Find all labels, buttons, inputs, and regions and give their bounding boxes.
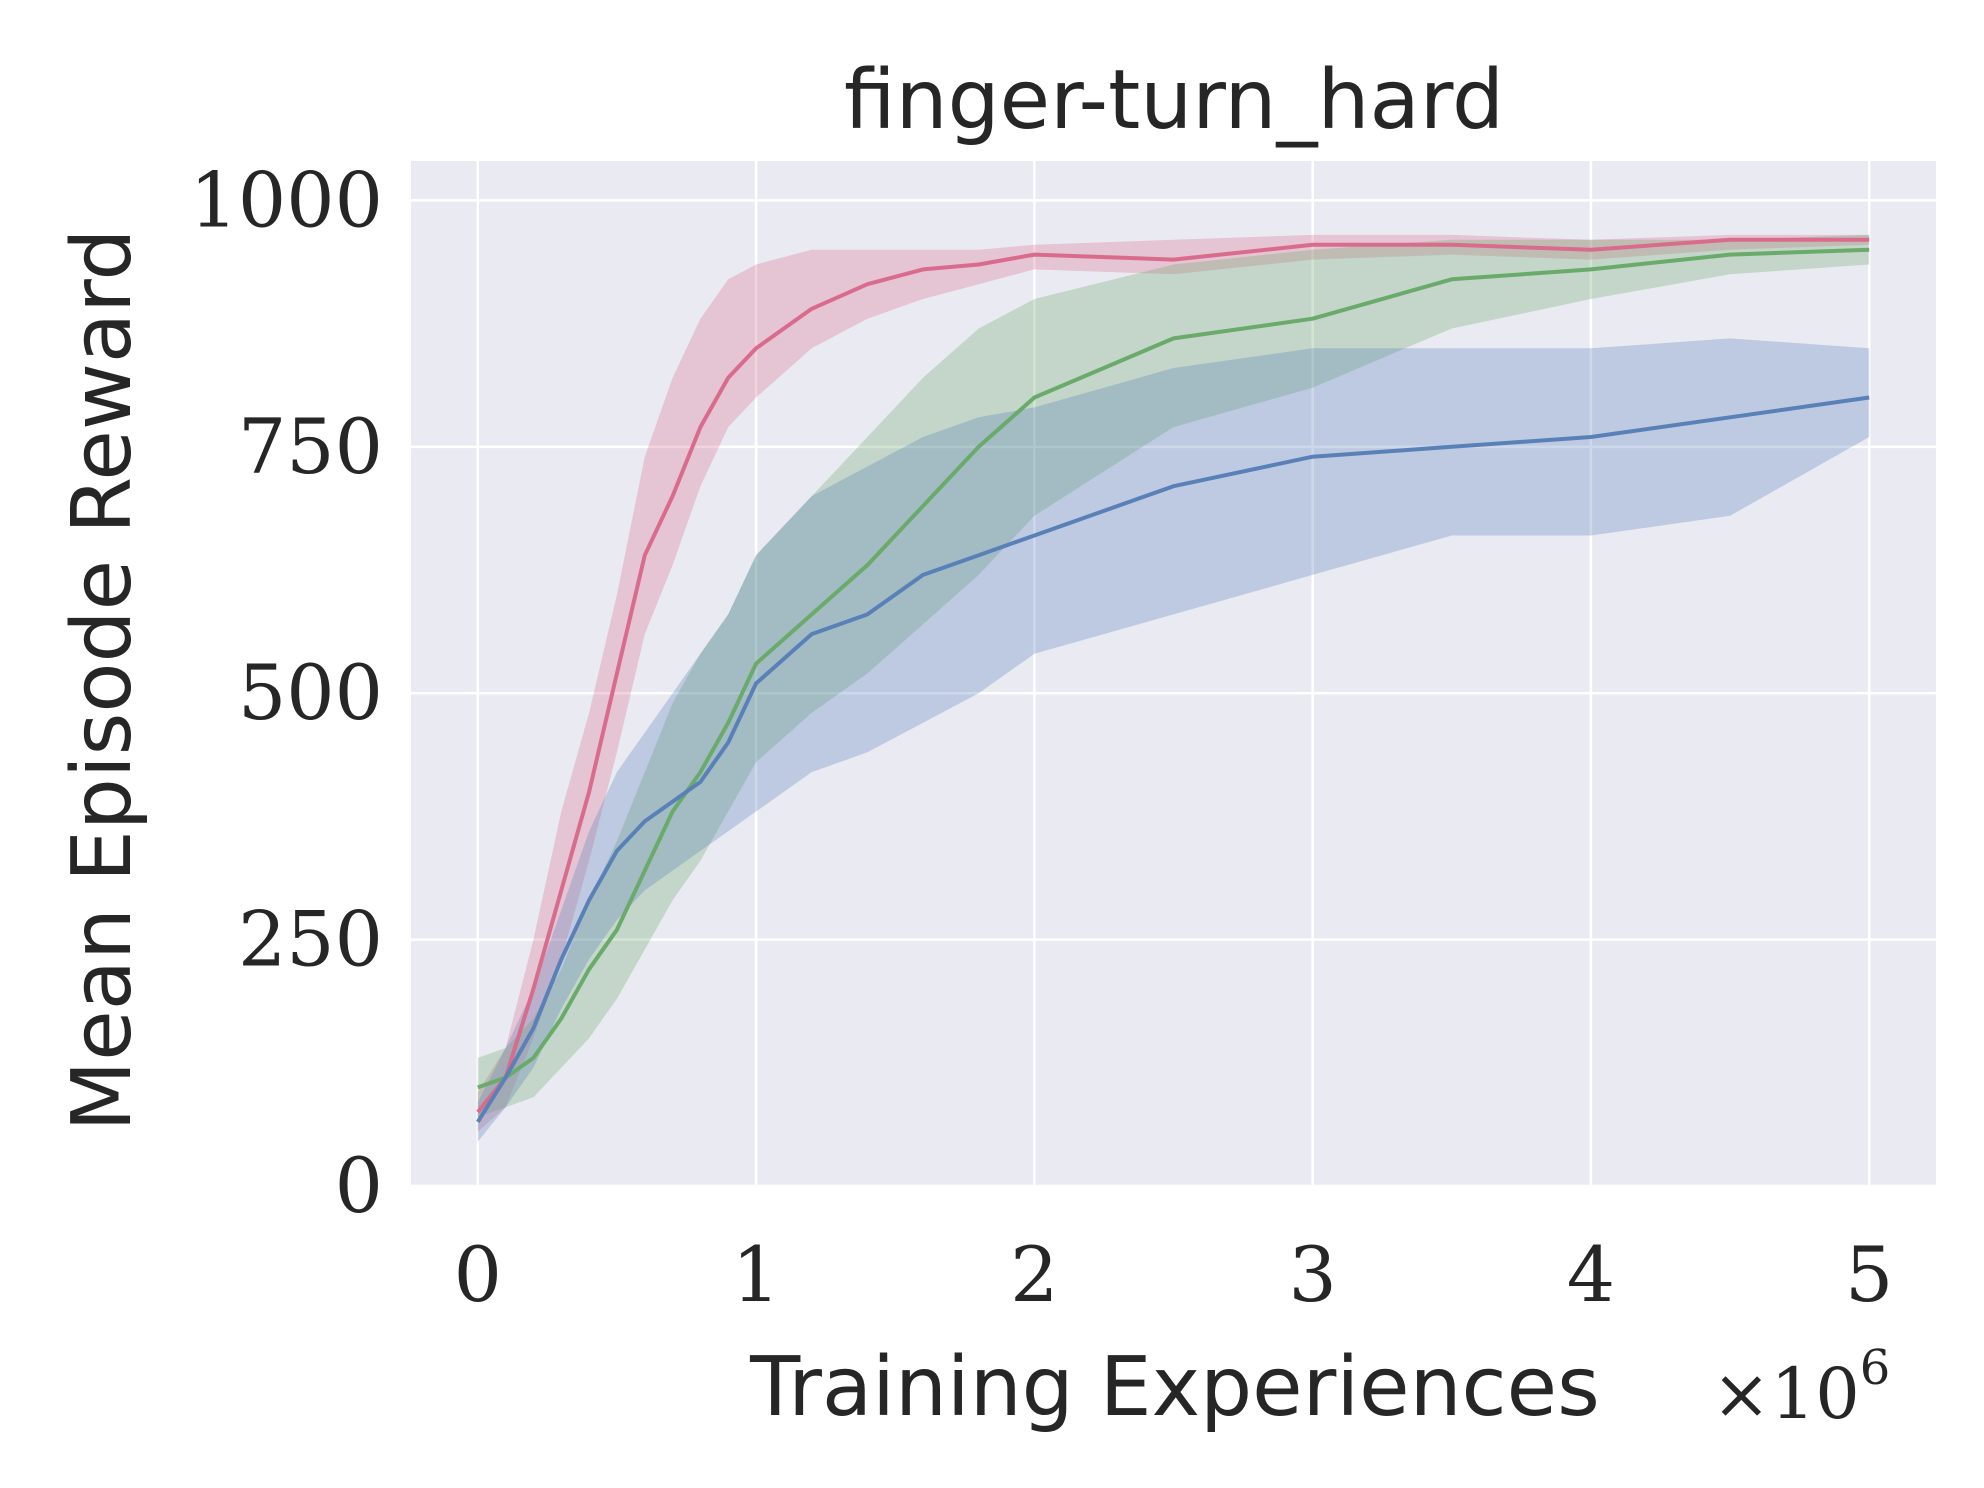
series-1-line bbox=[476, 237, 1870, 1114]
y-tick-labels: 0 250 500 750 1000 bbox=[190, 155, 383, 1230]
series-3-band bbox=[477, 338, 1870, 1142]
y-tick-label: 1000 bbox=[190, 155, 383, 244]
x-tick-label: 2 bbox=[1010, 1230, 1058, 1319]
chart-title: finger-turn_hard bbox=[844, 53, 1504, 148]
series-2-band bbox=[477, 234, 1870, 1117]
x-tick-label: 1 bbox=[732, 1230, 780, 1319]
series-3-line bbox=[476, 395, 1870, 1123]
plot-background bbox=[411, 161, 1936, 1186]
x-tick-labels: 0 1 2 3 4 5 bbox=[454, 1230, 1894, 1319]
grid bbox=[411, 161, 1936, 1188]
x-offset-exponent: 6 bbox=[1860, 1340, 1891, 1396]
x-offset-label: ×106 bbox=[1712, 1340, 1890, 1435]
y-tick-label: 0 bbox=[335, 1141, 383, 1230]
series-lines bbox=[476, 237, 1870, 1123]
x-tick-label: 4 bbox=[1567, 1230, 1615, 1319]
x-tick-label: 5 bbox=[1845, 1230, 1893, 1319]
y-tick-label: 500 bbox=[238, 648, 383, 737]
y-tick-label: 750 bbox=[238, 402, 383, 491]
series-2-line bbox=[477, 247, 1870, 1090]
x-offset-base: ×10 bbox=[1712, 1353, 1860, 1435]
y-axis-label: Mean Episode Reward bbox=[55, 229, 150, 1132]
confidence-bands bbox=[477, 234, 1870, 1142]
y-tick-label: 250 bbox=[238, 895, 383, 984]
x-tick-label: 0 bbox=[454, 1230, 502, 1319]
x-tick-label: 3 bbox=[1288, 1230, 1336, 1319]
x-axis-label: Training Experiences bbox=[749, 1340, 1600, 1435]
